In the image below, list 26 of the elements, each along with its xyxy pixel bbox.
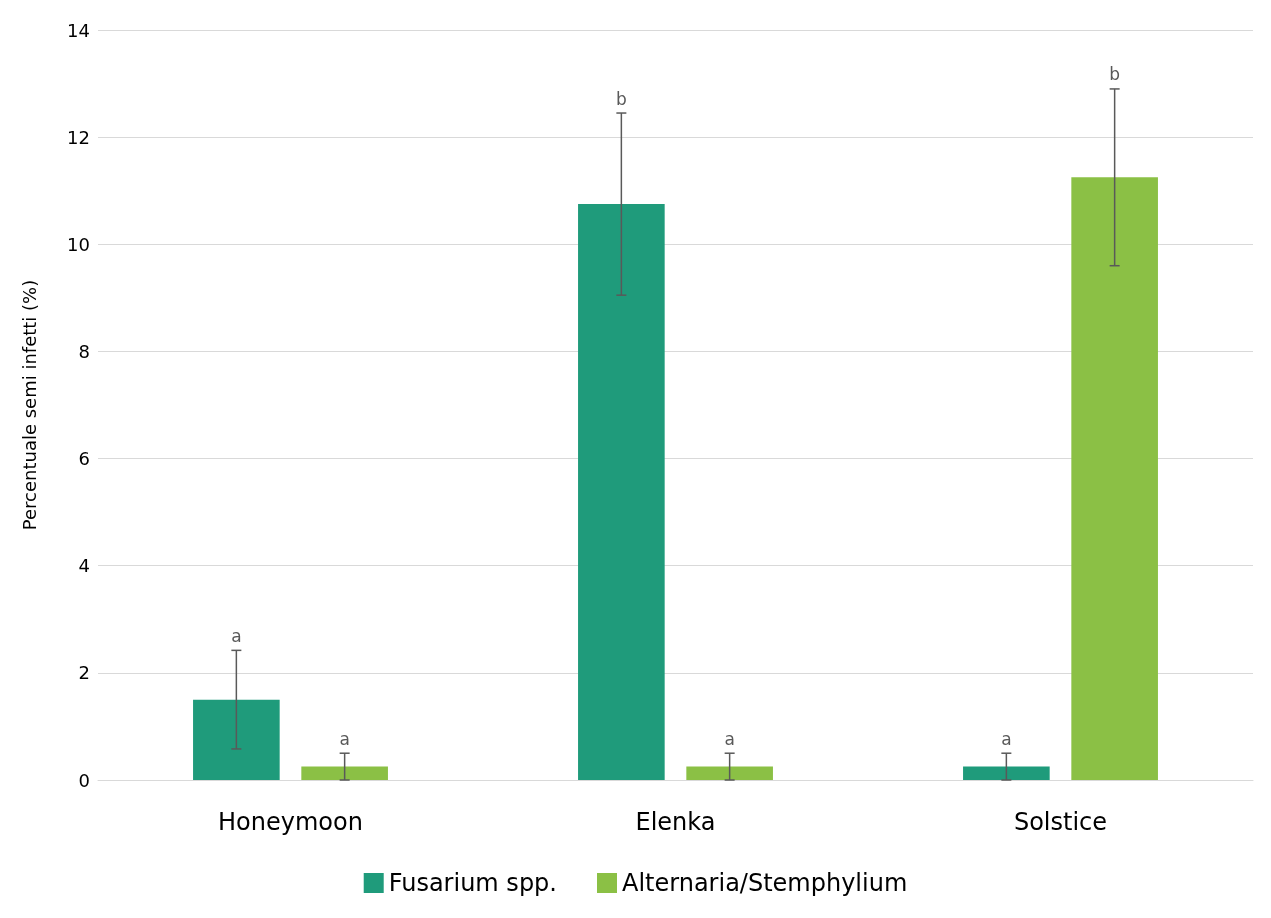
- x-tick-label: Honeymoon: [218, 808, 363, 836]
- legend-label: Alternaria/Stemphylium: [621, 869, 908, 897]
- y-tick-label: 4: [78, 555, 90, 577]
- x-tick-label: Solstice: [1013, 808, 1108, 836]
- y-tick-label: 12: [67, 126, 90, 148]
- annotation: b: [1109, 64, 1121, 85]
- y-tick-label: 10: [67, 233, 90, 255]
- y-tick-label: 14: [67, 19, 90, 41]
- bar: [301, 766, 388, 780]
- y-tick-label: 8: [78, 340, 90, 362]
- annotation: b: [615, 88, 627, 109]
- annotation: a: [231, 625, 242, 646]
- bar: [686, 766, 773, 780]
- bar: [1071, 177, 1158, 780]
- y-tick-label: 6: [78, 448, 90, 470]
- legend-label: Fusarium spp.: [388, 869, 557, 897]
- y-axis-title: Percentuale semi infetti (%): [18, 279, 40, 531]
- y-tick-label: 0: [78, 769, 90, 791]
- bar: [193, 699, 280, 780]
- y-tick-label: 2: [78, 662, 90, 684]
- annotation: a: [724, 728, 735, 749]
- x-tick-label: Elenka: [635, 808, 716, 836]
- bar: [578, 204, 665, 780]
- annotation: a: [1001, 728, 1012, 749]
- annotation: a: [339, 728, 350, 749]
- bar: [963, 766, 1050, 780]
